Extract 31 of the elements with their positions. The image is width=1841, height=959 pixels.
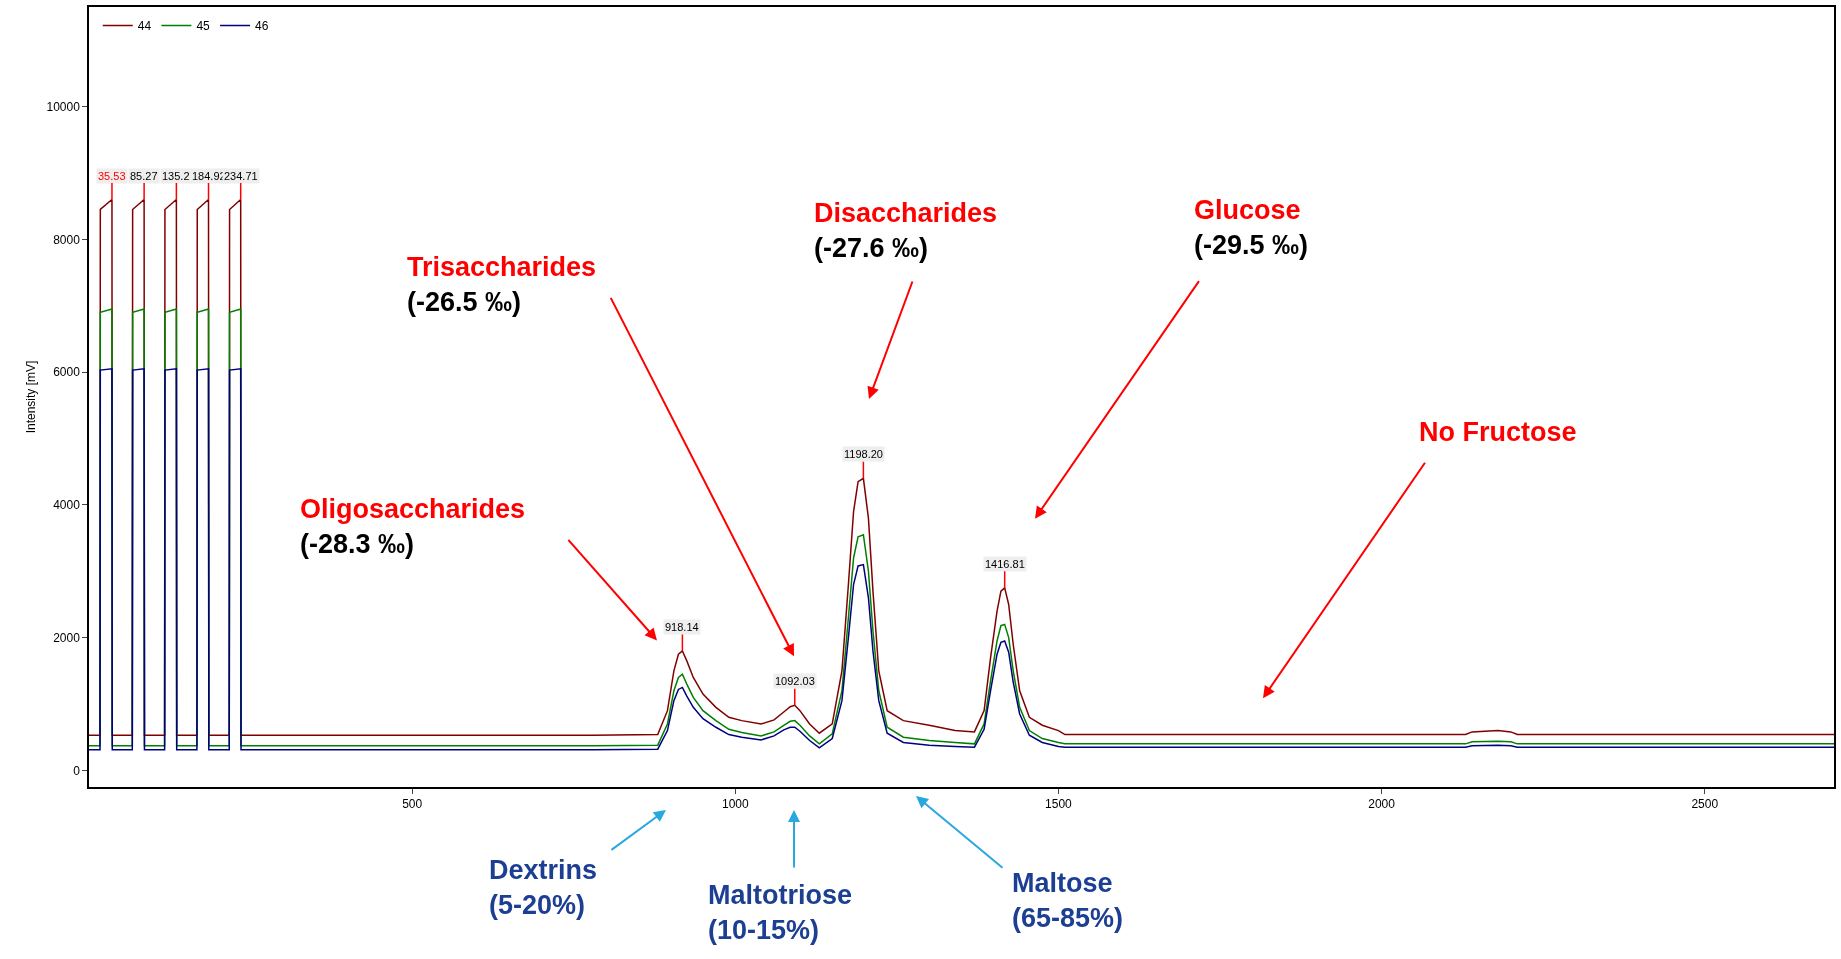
annotation: 1416.81 xyxy=(985,558,1025,570)
y-tick-label: 10000 xyxy=(46,99,81,114)
annotation: Trisaccharides (-26.5 ‰) xyxy=(407,252,597,318)
annotation: 234.71 xyxy=(224,170,258,182)
x-tick-label: 1500 xyxy=(1045,797,1073,812)
annotation: 1092.03 xyxy=(775,675,815,687)
y-axis-title: Intensity [mV] xyxy=(24,360,39,434)
annotation: 1198.20 xyxy=(844,448,883,460)
text: Maltotriose (10-15%) xyxy=(708,880,853,946)
x-tick-label: 1000 xyxy=(721,797,749,812)
x-tick-label: 2500 xyxy=(1691,797,1719,812)
y-tick-label: 6000 xyxy=(53,365,81,380)
x-tick-label: 2000 xyxy=(1368,797,1396,812)
annotation: 85.27 xyxy=(130,170,158,182)
legend-label: 45 xyxy=(196,19,211,34)
legend-label: 46 xyxy=(255,19,269,34)
annotation: 918.14 xyxy=(665,621,699,633)
annotation: Glucose (-29.5 ‰) xyxy=(1194,195,1309,261)
legend-label: 44 xyxy=(137,19,152,34)
annotation: No Fructose xyxy=(1419,417,1577,447)
y-tick-label: 4000 xyxy=(53,498,81,513)
annotation: Disaccharides (-27.6 ‰) xyxy=(814,198,998,264)
y-tick-label: 0 xyxy=(73,763,81,778)
text: Dextrins (5-20%) xyxy=(489,855,598,921)
annotation: Oligosaccharides (-28.3 ‰) xyxy=(300,494,526,560)
y-tick-label: 8000 xyxy=(53,232,81,247)
y-tick-label: 2000 xyxy=(53,630,81,645)
x-tick-label: 500 xyxy=(402,797,423,812)
annotation: 35.53 xyxy=(98,170,126,182)
text: Maltose (65-85%) xyxy=(1012,868,1124,934)
annotation: 135.2 xyxy=(162,170,190,182)
